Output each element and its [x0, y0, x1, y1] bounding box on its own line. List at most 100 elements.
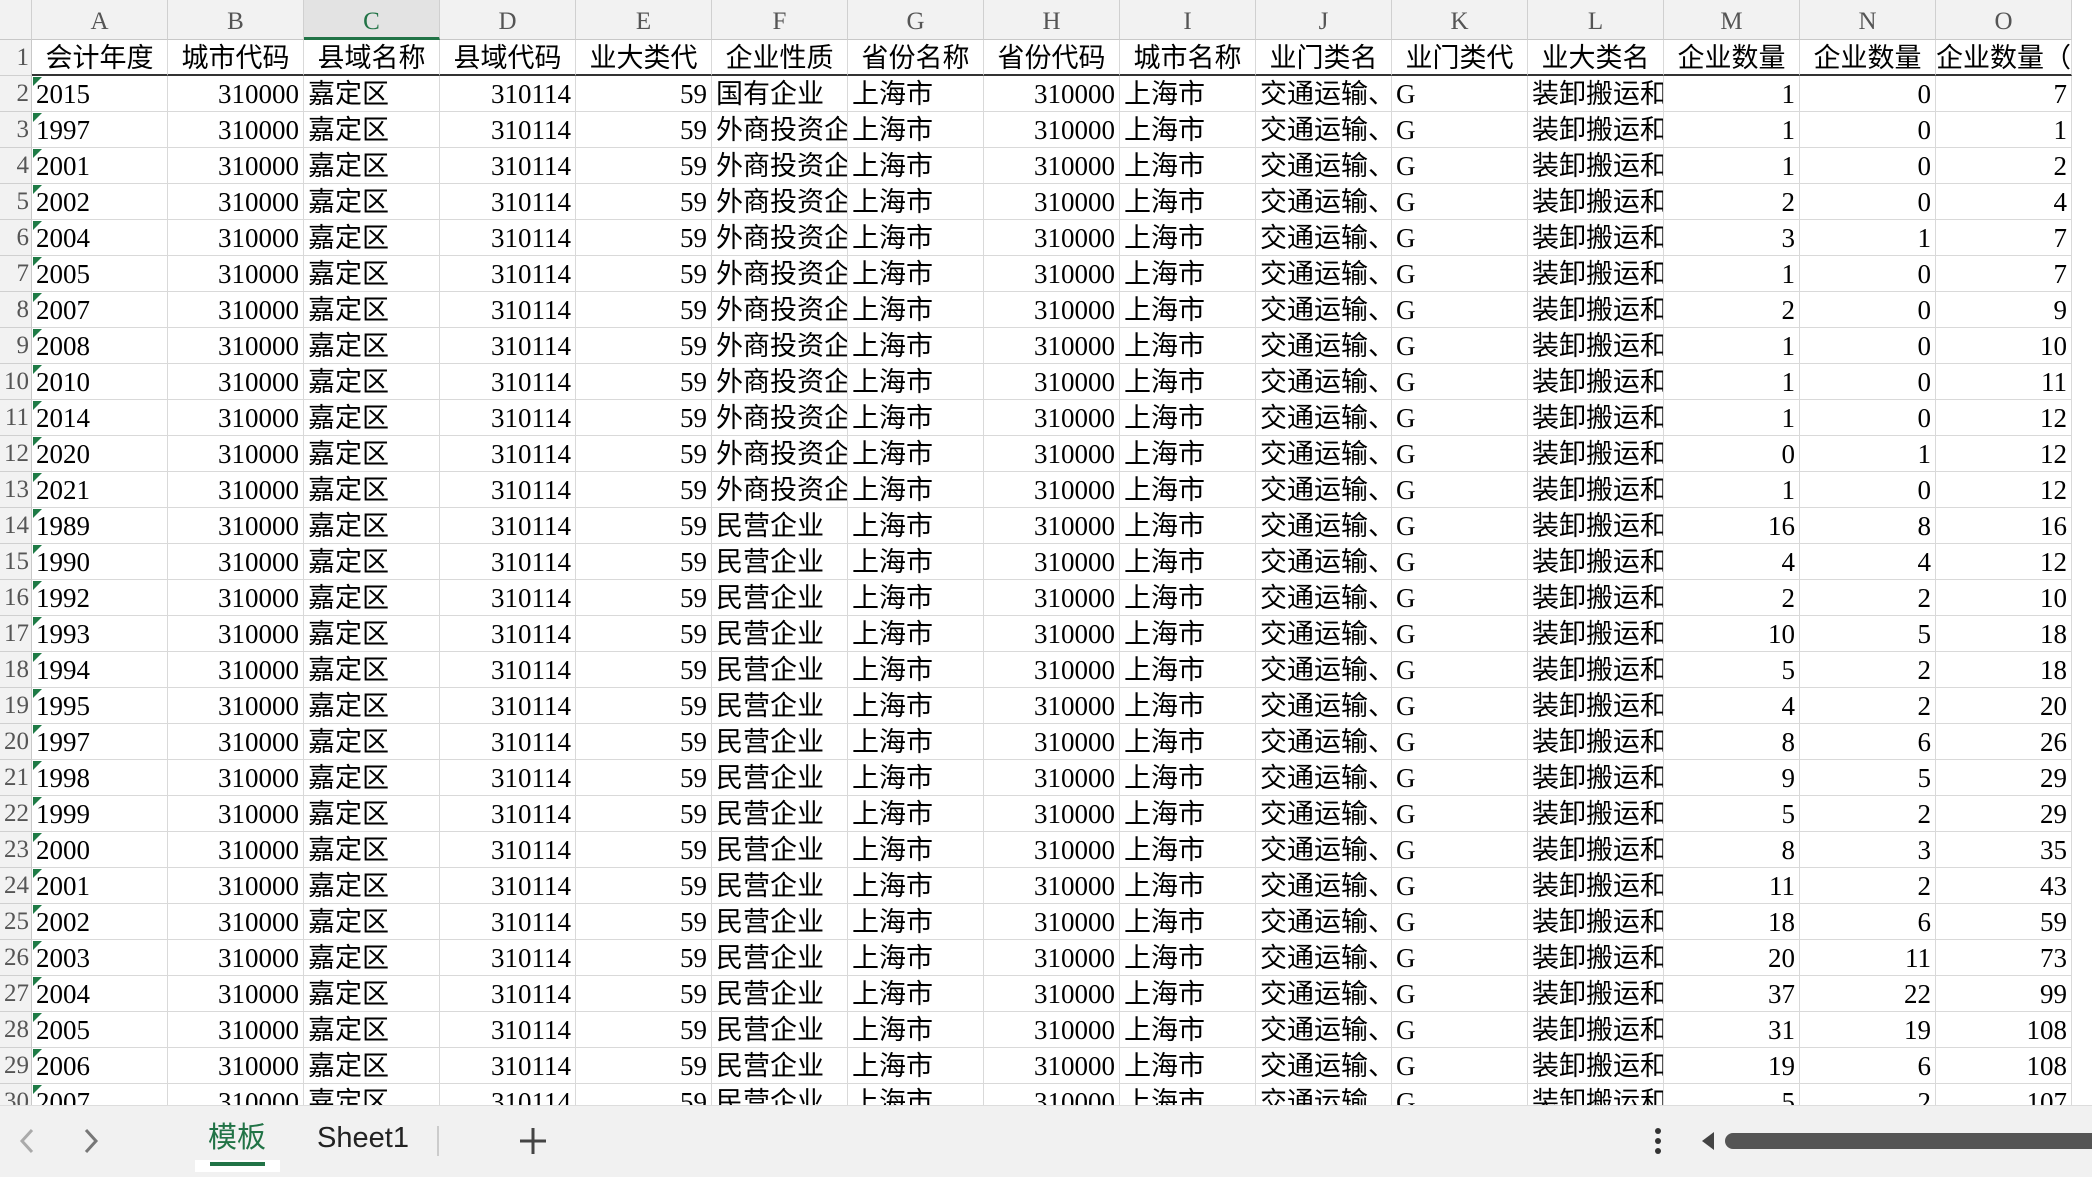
cell[interactable]: 2 [1664, 184, 1800, 220]
cell[interactable]: G [1392, 292, 1528, 328]
cell[interactable]: 310114 [440, 1012, 576, 1048]
cell[interactable]: 310000 [168, 436, 304, 472]
cell[interactable]: 310114 [440, 112, 576, 148]
cell[interactable]: 嘉定区 [304, 760, 440, 796]
cell[interactable]: 上海市 [848, 976, 984, 1012]
cell[interactable]: 上海市 [1120, 940, 1256, 976]
cell[interactable]: 装卸搬运和 [1528, 580, 1664, 616]
cell[interactable]: 1995 [32, 688, 168, 724]
cell[interactable]: 上海市 [848, 580, 984, 616]
row-header[interactable]: 11 [0, 400, 32, 436]
cell[interactable]: 嘉定区 [304, 796, 440, 832]
cell[interactable]: 310114 [440, 220, 576, 256]
cell[interactable]: 交通运输、 [1256, 976, 1392, 1012]
row-header[interactable]: 10 [0, 364, 32, 400]
cell[interactable]: 外商投资企 [712, 292, 848, 328]
cell[interactable]: 外商投资企 [712, 220, 848, 256]
header-cell[interactable]: 会计年度 [32, 40, 168, 76]
cell[interactable]: 上海市 [1120, 580, 1256, 616]
cell[interactable]: 310000 [168, 616, 304, 652]
row-header[interactable]: 6 [0, 220, 32, 256]
cell[interactable]: 装卸搬运和 [1528, 400, 1664, 436]
cell[interactable]: 交通运输、 [1256, 256, 1392, 292]
cell[interactable]: 310114 [440, 1084, 576, 1105]
cell[interactable]: 交通运输、 [1256, 436, 1392, 472]
cell[interactable]: 交通运输、 [1256, 796, 1392, 832]
cell[interactable]: 310000 [168, 472, 304, 508]
sheet-tab[interactable]: 模板 [207, 1122, 266, 1154]
cell[interactable]: 35 [1936, 832, 2072, 868]
cell[interactable]: 交通运输、 [1256, 760, 1392, 796]
cell[interactable]: 310000 [984, 760, 1120, 796]
scroll-left[interactable] [1702, 1132, 1714, 1150]
cell[interactable]: 12 [1936, 436, 2072, 472]
cell[interactable]: 59 [576, 652, 712, 688]
cell[interactable]: 上海市 [848, 688, 984, 724]
cell[interactable]: 59 [576, 148, 712, 184]
cell[interactable]: 310000 [984, 1048, 1120, 1084]
cell[interactable]: 20 [1664, 940, 1800, 976]
header-cell[interactable]: 业门类代 [1392, 40, 1528, 76]
header-cell[interactable]: 省份代码 [984, 40, 1120, 76]
cell[interactable]: 嘉定区 [304, 1012, 440, 1048]
cell[interactable]: 310000 [984, 652, 1120, 688]
cell[interactable]: 交通运输、 [1256, 580, 1392, 616]
cell[interactable]: 嘉定区 [304, 1048, 440, 1084]
cell[interactable]: 1 [1664, 364, 1800, 400]
cell[interactable]: 民营企业 [712, 724, 848, 760]
cell[interactable]: 上海市 [1120, 796, 1256, 832]
cell[interactable]: 310000 [984, 400, 1120, 436]
cell[interactable]: 上海市 [1120, 364, 1256, 400]
cell[interactable]: 1990 [32, 544, 168, 580]
row-header[interactable]: 8 [0, 292, 32, 328]
cell[interactable]: 2 [1936, 148, 2072, 184]
cell[interactable]: G [1392, 796, 1528, 832]
cell[interactable]: 装卸搬运和 [1528, 76, 1664, 112]
cell[interactable]: 外商投资企 [712, 472, 848, 508]
cell[interactable]: 装卸搬运和 [1528, 292, 1664, 328]
cell[interactable]: 310000 [168, 1048, 304, 1084]
cell[interactable]: 装卸搬运和 [1528, 616, 1664, 652]
cell[interactable]: 上海市 [848, 328, 984, 364]
cell[interactable]: 310114 [440, 544, 576, 580]
row-header[interactable]: 29 [0, 1048, 32, 1084]
cell[interactable]: 2001 [32, 148, 168, 184]
cell[interactable]: 5 [1664, 796, 1800, 832]
cell[interactable]: 310000 [168, 400, 304, 436]
cell[interactable]: 0 [1800, 292, 1936, 328]
cell[interactable]: 5 [1800, 760, 1936, 796]
cell[interactable]: 1 [1664, 328, 1800, 364]
cell[interactable]: 2008 [32, 328, 168, 364]
column-header[interactable]: D [440, 0, 576, 40]
cell[interactable]: 310114 [440, 796, 576, 832]
cell[interactable]: 5 [1800, 616, 1936, 652]
cell[interactable]: 2010 [32, 364, 168, 400]
cell[interactable]: 26 [1936, 724, 2072, 760]
cell[interactable]: 59 [576, 76, 712, 112]
cell[interactable]: 嘉定区 [304, 112, 440, 148]
cell[interactable]: 国有企业 [712, 76, 848, 112]
more-menu[interactable] [1655, 1128, 1661, 1134]
header-cell[interactable]: 企业数量 [1664, 40, 1800, 76]
cell[interactable]: 310000 [984, 832, 1120, 868]
cell[interactable]: 310000 [984, 472, 1120, 508]
cell[interactable]: 嘉定区 [304, 688, 440, 724]
cell[interactable]: 2 [1664, 580, 1800, 616]
cell[interactable]: 310000 [168, 148, 304, 184]
header-cell[interactable]: 业大类代 [576, 40, 712, 76]
cell[interactable]: 交通运输、 [1256, 940, 1392, 976]
cell[interactable]: 上海市 [848, 796, 984, 832]
cell[interactable]: 310114 [440, 652, 576, 688]
cell[interactable]: 外商投资企 [712, 400, 848, 436]
cell[interactable]: 11 [1800, 940, 1936, 976]
more-menu[interactable] [1655, 1148, 1661, 1154]
cell[interactable]: 310000 [984, 220, 1120, 256]
cell[interactable]: 1 [1664, 256, 1800, 292]
cell[interactable]: 嘉定区 [304, 220, 440, 256]
cell[interactable]: 310000 [168, 832, 304, 868]
cell[interactable]: 装卸搬运和 [1528, 472, 1664, 508]
cell[interactable]: 310000 [168, 220, 304, 256]
cell[interactable]: 上海市 [1120, 724, 1256, 760]
cell[interactable]: 19 [1664, 1048, 1800, 1084]
cell[interactable]: 1997 [32, 724, 168, 760]
